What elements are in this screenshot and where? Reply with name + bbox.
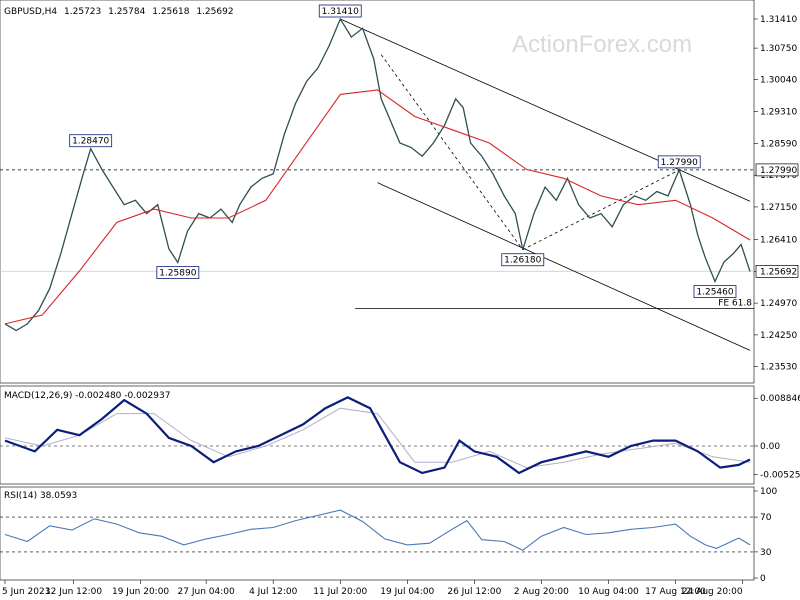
swing-label-box-0 (318, 4, 362, 18)
fe-level-label: FE 61.8 (718, 298, 752, 308)
price-tick-8: 1.25692 (760, 267, 797, 277)
watermark: ActionForex.com (512, 31, 692, 58)
symbol-label: GBPUSD,H4 (4, 7, 57, 17)
swing-label-box-1 (69, 134, 113, 148)
price-tick-7: 1.26410 (760, 236, 797, 246)
macd-signal-line (4, 407, 751, 469)
macd-panel: MACD(12,26,9) -0.002480 -0.002937 (0, 385, 755, 485)
time-tick-1: 12 Jun 12:00 (45, 587, 102, 597)
rsi-tick-2: 30 (760, 548, 772, 558)
price-tick-10: 1.24250 (760, 331, 797, 341)
swing-label-box-4 (657, 155, 701, 169)
rsi-tick-1: 70 (760, 513, 772, 523)
time-tick-11: 24 Aug 20:00 (682, 587, 743, 597)
time-tick-4: 4 Jul 12:00 (249, 587, 298, 597)
price-panel: ActionForex.com GBPUSD,H4 1.25723 1.2578… (0, 0, 755, 384)
swing-label-box-2 (156, 266, 200, 279)
high-value: 1.25784 (108, 7, 145, 17)
swing-label-5: 1.25460 (696, 288, 733, 298)
macd-tick-2: -0.005252 (760, 470, 800, 480)
macd-tick-1: 0.00 (760, 442, 780, 452)
level-label: 1.27990 (760, 166, 797, 176)
macd-tick-0: 0.008846 (760, 394, 800, 404)
open-value: 1.25723 (64, 7, 101, 17)
moving-average-line (4, 89, 751, 325)
swing-label-0: 1.31410 (322, 7, 359, 17)
price-tick-4: 1.28590 (760, 139, 797, 149)
price-tick-1: 1.30750 (760, 44, 797, 54)
time-tick-6: 19 Jul 04:00 (380, 587, 434, 597)
swing-label-box-3 (501, 253, 545, 267)
current-price-box (755, 265, 799, 278)
rsi-panel: RSI(14) 38.0593 (0, 486, 755, 581)
time-tick-8: 2 Aug 20:00 (514, 587, 569, 597)
macd-line (4, 396, 751, 475)
price-tick-0: 1.31410 (760, 15, 797, 25)
swing-label-3: 1.26180 (504, 256, 541, 266)
price-tick-3: 1.29310 (760, 108, 797, 118)
channel-lower-line (377, 182, 751, 351)
level-label-box (755, 163, 799, 177)
time-tick-10: 17 Aug 12:00 (645, 587, 706, 597)
rsi-tick-3: 0 (760, 574, 766, 584)
price-tick-6: 1.27150 (760, 203, 797, 213)
swing-label-2: 1.25890 (159, 269, 196, 279)
price-layers: FE 61.8 1.31410 1.28470 1.25890 1.26180 1.279… (0, 4, 754, 351)
swing-label-4: 1.27990 (661, 158, 698, 168)
time-tick-5: 11 Jul 20:00 (313, 587, 367, 597)
time-tick-3: 27 Jun 04:00 (178, 587, 235, 597)
rsi-line (4, 509, 751, 551)
close-value: 1.25692 (196, 7, 233, 17)
price-series-line (4, 17, 751, 332)
rsi-label: RSI(14) 38.0593 (4, 491, 77, 501)
channel-upper-line (340, 18, 751, 202)
price-axis: 1.314101.307501.300401.293101.285901.278… (754, 15, 800, 584)
chart-title: GBPUSD,H4 1.25723 1.25784 1.25618 1.2569… (4, 7, 234, 17)
price-tick-9: 1.24970 (760, 299, 797, 309)
swing-label-box-5 (693, 285, 737, 298)
rsi-layers (0, 509, 754, 553)
price-tick-2: 1.30040 (760, 75, 797, 85)
rsi-tick-0: 100 (760, 487, 777, 497)
time-tick-0: 5 Jun 2023 (2, 587, 50, 597)
projection-line-0 (380, 54, 524, 250)
time-tick-2: 19 Jun 20:00 (112, 587, 169, 597)
macd-layers (0, 396, 754, 475)
time-tick-9: 10 Aug 04:00 (578, 587, 639, 597)
time-tick-7: 26 Jul 12:00 (447, 587, 501, 597)
macd-label: MACD(12,26,9) -0.002480 -0.002937 (4, 391, 170, 401)
low-value: 1.25618 (152, 7, 189, 17)
projection-line-1 (522, 169, 680, 251)
price-tick-11: 1.23530 (760, 363, 797, 373)
swing-label-1: 1.28470 (72, 137, 109, 147)
